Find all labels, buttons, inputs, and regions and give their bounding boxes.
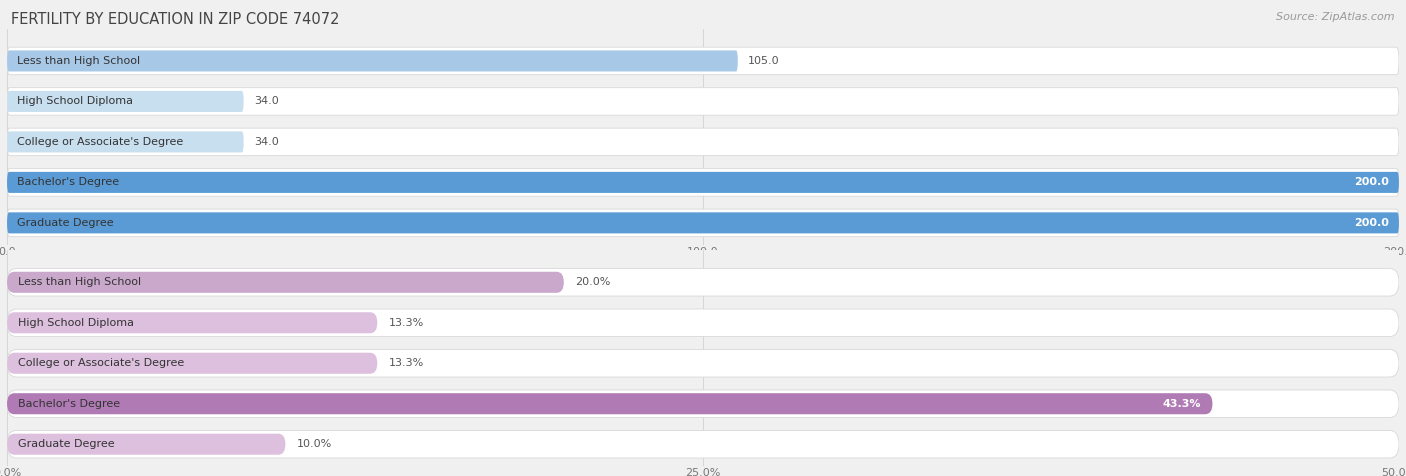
FancyBboxPatch shape: [7, 430, 1399, 458]
FancyBboxPatch shape: [7, 212, 1399, 233]
Text: Less than High School: Less than High School: [18, 278, 141, 288]
Text: 34.0: 34.0: [254, 137, 278, 147]
Text: 105.0: 105.0: [748, 56, 780, 66]
Text: 200.0: 200.0: [1354, 218, 1389, 228]
FancyBboxPatch shape: [7, 353, 377, 374]
Text: 43.3%: 43.3%: [1163, 399, 1201, 409]
Text: 20.0%: 20.0%: [575, 278, 610, 288]
FancyBboxPatch shape: [7, 128, 1399, 156]
Text: Less than High School: Less than High School: [17, 56, 141, 66]
FancyBboxPatch shape: [7, 349, 1399, 377]
FancyBboxPatch shape: [7, 390, 1399, 417]
Text: Bachelor's Degree: Bachelor's Degree: [17, 178, 120, 188]
Text: 200.0: 200.0: [1354, 178, 1389, 188]
Text: 13.3%: 13.3%: [388, 358, 423, 368]
FancyBboxPatch shape: [7, 393, 1212, 414]
FancyBboxPatch shape: [7, 209, 1399, 237]
Text: College or Associate's Degree: College or Associate's Degree: [17, 137, 184, 147]
FancyBboxPatch shape: [7, 172, 1399, 193]
FancyBboxPatch shape: [7, 88, 1399, 115]
FancyBboxPatch shape: [7, 169, 1399, 196]
Text: High School Diploma: High School Diploma: [18, 318, 134, 328]
FancyBboxPatch shape: [7, 309, 1399, 337]
Text: 10.0%: 10.0%: [297, 439, 332, 449]
FancyBboxPatch shape: [7, 131, 243, 152]
FancyBboxPatch shape: [7, 434, 285, 455]
Text: High School Diploma: High School Diploma: [17, 97, 134, 107]
Text: Source: ZipAtlas.com: Source: ZipAtlas.com: [1277, 12, 1395, 22]
Text: Graduate Degree: Graduate Degree: [18, 439, 115, 449]
FancyBboxPatch shape: [7, 268, 1399, 296]
FancyBboxPatch shape: [7, 312, 377, 333]
FancyBboxPatch shape: [7, 50, 738, 71]
FancyBboxPatch shape: [7, 91, 243, 112]
FancyBboxPatch shape: [7, 272, 564, 293]
Text: Bachelor's Degree: Bachelor's Degree: [18, 399, 121, 409]
Text: College or Associate's Degree: College or Associate's Degree: [18, 358, 184, 368]
Text: 13.3%: 13.3%: [388, 318, 423, 328]
Text: 34.0: 34.0: [254, 97, 278, 107]
Text: Graduate Degree: Graduate Degree: [17, 218, 114, 228]
Text: FERTILITY BY EDUCATION IN ZIP CODE 74072: FERTILITY BY EDUCATION IN ZIP CODE 74072: [11, 12, 340, 27]
FancyBboxPatch shape: [7, 47, 1399, 75]
